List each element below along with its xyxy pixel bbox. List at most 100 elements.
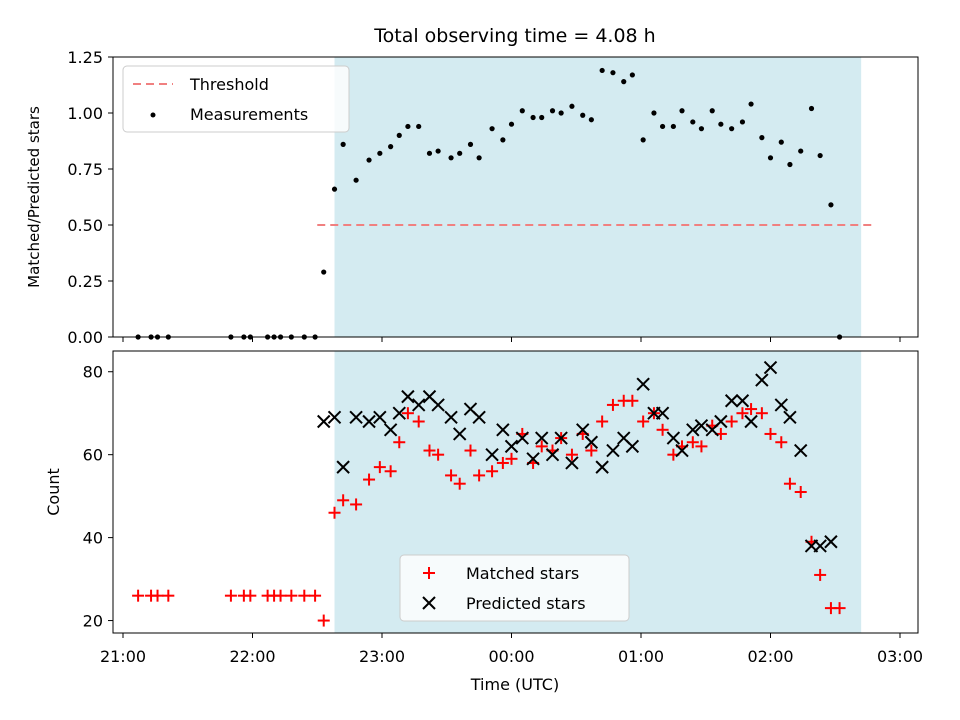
- bottom-y-tick-label: 20: [83, 612, 103, 631]
- measurement-point: [366, 157, 372, 163]
- measurement-point: [476, 155, 482, 161]
- observing-window-shade: [334, 57, 862, 337]
- measurement-point: [690, 119, 696, 125]
- top-y-tick-label: 1.25: [67, 48, 103, 67]
- predicted-star-point: [554, 431, 568, 445]
- predicted-star-point: [774, 398, 788, 412]
- measurement-point: [416, 123, 422, 130]
- matched-star-point: [285, 589, 298, 602]
- measurement-point: [698, 126, 705, 132]
- legend-measurements-label: Measurements: [190, 105, 308, 124]
- matched-star-point: [725, 415, 738, 428]
- bottom-y-axis-label: Count: [44, 468, 63, 516]
- predicted-star-point: [362, 414, 376, 429]
- top-panel: 0.00 0.25 0.50 0.75 1.00 1.25 Total observing…: [25, 25, 919, 347]
- predicted-star-point: [724, 394, 739, 408]
- predicted-star-point: [666, 431, 681, 445]
- predicted-star-point: [526, 452, 540, 466]
- top-y-tick-label: 0.50: [67, 216, 103, 235]
- predicted-star-point: [755, 373, 769, 387]
- measurement-point: [709, 108, 715, 114]
- predicted-star-point: [824, 535, 838, 549]
- measurement-point: [718, 121, 724, 127]
- top-plot-frame: [112, 56, 919, 338]
- measurement-point: [798, 148, 804, 154]
- measurement-point: [457, 150, 463, 156]
- legend-measurements-swatch: [150, 112, 156, 118]
- measurement-point: [767, 155, 774, 161]
- measurement-point: [467, 141, 474, 147]
- matched-star-point: [412, 415, 425, 428]
- measurement-point: [828, 202, 834, 208]
- matched-star-point: [585, 444, 598, 457]
- predicted-star-point: [452, 427, 467, 441]
- measurement-point: [539, 114, 545, 121]
- measurement-point: [353, 177, 359, 183]
- matched-star-point: [373, 461, 386, 474]
- x-tick-label: 23:00: [359, 647, 405, 666]
- x-tick-label: 02:00: [747, 647, 793, 666]
- top-y-tick-label: 1.00: [67, 104, 103, 123]
- measurement-point: [580, 112, 586, 118]
- measurement-point: [610, 70, 616, 76]
- predicted-star-point: [714, 414, 728, 429]
- predicted-star-point: [317, 414, 331, 429]
- x-tick-label: 01:00: [618, 647, 664, 666]
- matched-star-point: [695, 440, 708, 453]
- measurement-point: [500, 137, 506, 143]
- bottom-panel: 20 40 60 80 21:00 22:00 23:00 00:00 01:00 02:00 0…: [44, 350, 923, 694]
- x-tick-label: 00:00: [488, 647, 534, 666]
- matched-star-point: [814, 568, 827, 581]
- bottom-y-tick-label: 60: [83, 446, 103, 465]
- matched-star-point: [432, 448, 445, 461]
- measurement-point: [508, 121, 515, 127]
- predicted-star-point: [472, 410, 486, 425]
- predicted-star-point: [327, 410, 342, 425]
- matched-star-point: [473, 469, 486, 482]
- matched-star-point: [445, 469, 458, 482]
- measurement-point: [748, 101, 754, 107]
- measurement-point: [530, 114, 536, 121]
- predicted-star-point: [794, 443, 808, 458]
- predicted-star-point: [431, 398, 445, 412]
- measurement-point: [435, 148, 441, 154]
- x-axis-label: Time (UTC): [470, 675, 559, 694]
- matched-star-point: [486, 465, 499, 478]
- predicted-star-point: [735, 394, 750, 408]
- matched-star-point: [505, 452, 518, 465]
- matched-star-point: [535, 440, 548, 453]
- predicted-star-point: [545, 447, 560, 462]
- measurement-point: [405, 123, 411, 130]
- matched-star-point: [626, 394, 639, 407]
- predicted-star-point: [496, 423, 510, 437]
- measurement-point: [588, 117, 594, 123]
- measurement-point: [599, 67, 605, 74]
- bottom-y-tick-label: 80: [83, 363, 103, 382]
- measurement-point: [321, 269, 327, 275]
- matched-star-point: [686, 436, 699, 449]
- predicted-star-point: [485, 447, 499, 462]
- measurement-point: [808, 105, 815, 112]
- predicted-star-point: [606, 443, 620, 458]
- matched-star-point: [298, 589, 311, 602]
- predicted-star-point: [675, 443, 689, 458]
- x-tick-label: 21:00: [100, 647, 146, 666]
- measurement-point: [331, 186, 338, 192]
- measurement-point: [388, 144, 394, 150]
- top-y-tick-label: 0.00: [67, 328, 103, 347]
- predicted-star-point: [401, 389, 415, 404]
- legend-matched-label: Matched stars: [466, 564, 579, 583]
- measurement-point: [569, 103, 575, 109]
- matched-star-point: [794, 486, 807, 498]
- legend-threshold-label: Threshold: [189, 75, 269, 94]
- predicted-star-point: [383, 423, 398, 437]
- measurement-point: [679, 108, 685, 114]
- legend-predicted-label: Predicted stars: [466, 594, 586, 613]
- matched-star-point: [596, 415, 609, 428]
- matched-star-point: [423, 444, 436, 457]
- x-tick-label: 03:00: [877, 647, 923, 666]
- matched-star-point: [363, 473, 376, 486]
- measurement-point: [489, 126, 495, 132]
- predicted-star-point: [565, 456, 579, 470]
